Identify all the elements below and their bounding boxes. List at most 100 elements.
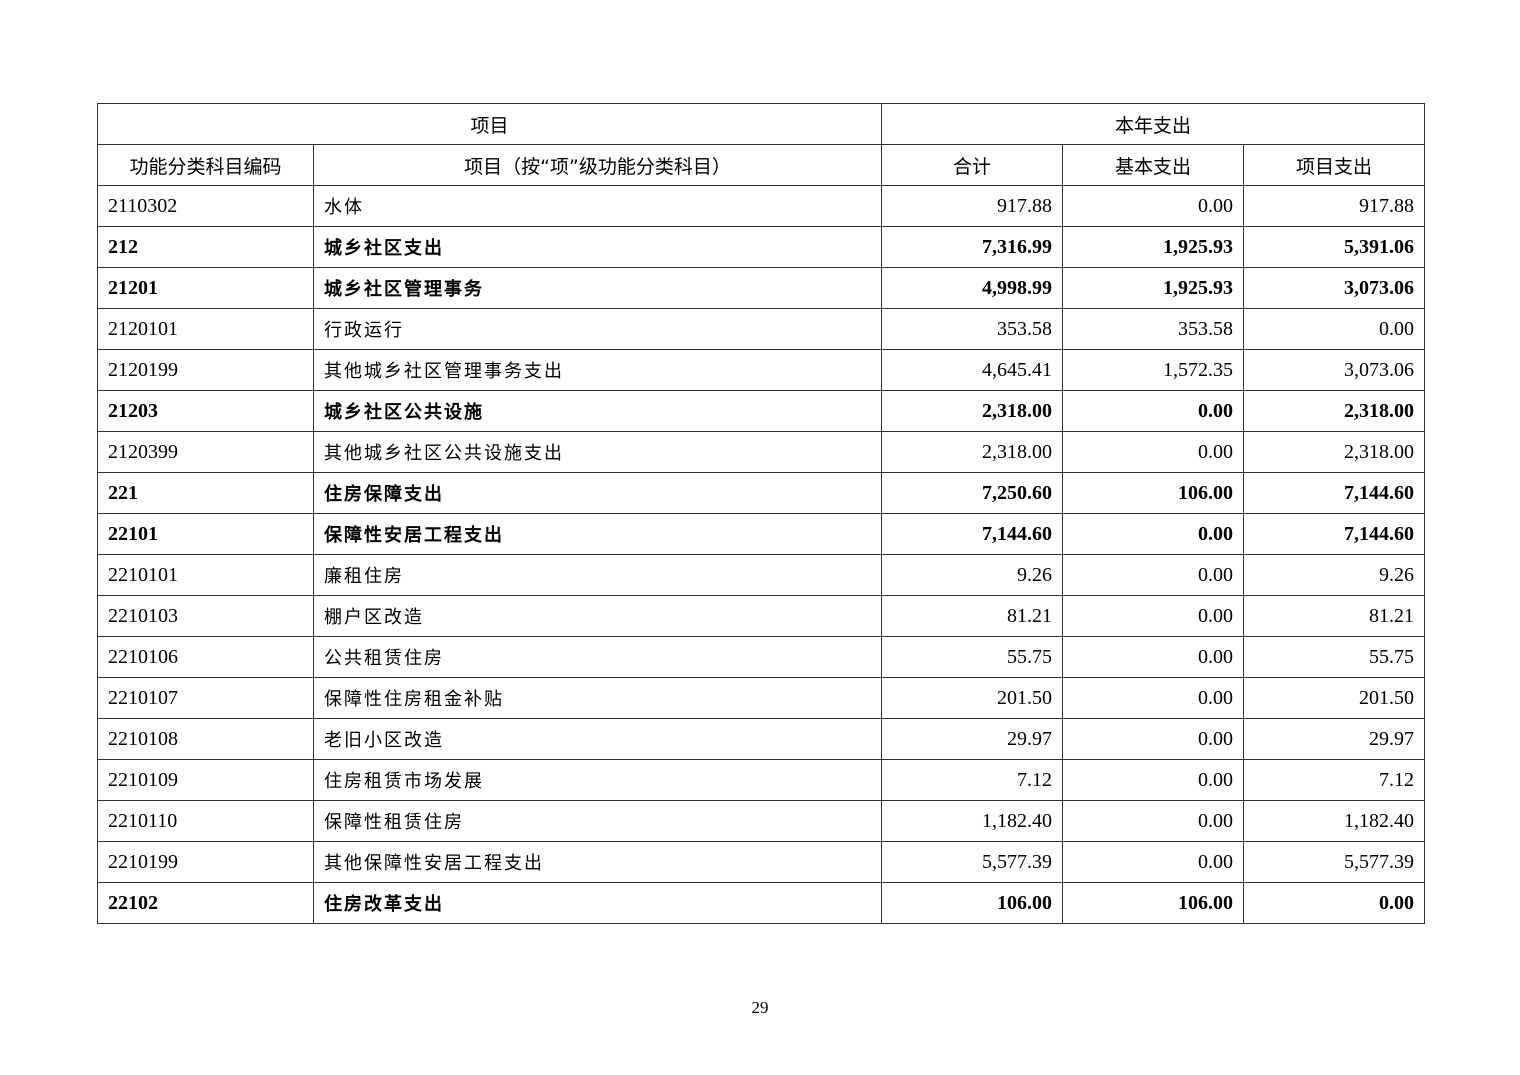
cell-total: 55.75 xyxy=(881,636,1064,678)
cell-basic: 106.00 xyxy=(1062,882,1245,924)
cell-basic: 0.00 xyxy=(1062,431,1245,473)
header-total: 合计 xyxy=(881,144,1064,186)
cell-project: 0.00 xyxy=(1243,308,1426,350)
cell-code: 212 xyxy=(97,226,314,268)
cell-name: 老旧小区改造 xyxy=(312,718,883,760)
cell-project: 7,144.60 xyxy=(1243,472,1426,514)
cell-project: 7,144.60 xyxy=(1243,513,1426,555)
cell-total: 4,645.41 xyxy=(881,349,1064,391)
table-row: 2210101 廉租住房 9.26 0.00 9.26 xyxy=(97,554,1426,596)
cell-code: 2210199 xyxy=(97,841,314,883)
header-code: 功能分类科目编码 xyxy=(97,144,314,186)
table-row: 22101 保障性安居工程支出 7,144.60 0.00 7,144.60 xyxy=(97,513,1426,555)
header-name: 项目（按“项”级功能分类科目） xyxy=(312,144,883,186)
cell-code: 2210103 xyxy=(97,595,314,637)
cell-code: 2210108 xyxy=(97,718,314,760)
cell-name: 住房保障支出 xyxy=(312,472,883,514)
cell-code: 2110302 xyxy=(97,185,314,227)
cell-total: 9.26 xyxy=(881,554,1064,596)
table-row: 2210103 棚户区改造 81.21 0.00 81.21 xyxy=(97,595,1426,637)
cell-name: 公共租赁住房 xyxy=(312,636,883,678)
cell-basic: 106.00 xyxy=(1062,472,1245,514)
cell-total: 201.50 xyxy=(881,677,1064,719)
cell-code: 22102 xyxy=(97,882,314,924)
cell-project: 3,073.06 xyxy=(1243,349,1426,391)
cell-basic: 0.00 xyxy=(1062,390,1245,432)
cell-project: 55.75 xyxy=(1243,636,1426,678)
table-row: 2110302 水体 917.88 0.00 917.88 xyxy=(97,185,1426,227)
cell-code: 2210110 xyxy=(97,800,314,842)
cell-total: 917.88 xyxy=(881,185,1064,227)
cell-name: 其他保障性安居工程支出 xyxy=(312,841,883,883)
table-row: 2210108 老旧小区改造 29.97 0.00 29.97 xyxy=(97,718,1426,760)
cell-project: 81.21 xyxy=(1243,595,1426,637)
cell-total: 2,318.00 xyxy=(881,390,1064,432)
cell-basic: 0.00 xyxy=(1062,841,1245,883)
cell-code: 2120199 xyxy=(97,349,314,391)
cell-code: 2210109 xyxy=(97,759,314,801)
cell-code: 2120399 xyxy=(97,431,314,473)
cell-name: 行政运行 xyxy=(312,308,883,350)
cell-name: 住房改革支出 xyxy=(312,882,883,924)
cell-total: 106.00 xyxy=(881,882,1064,924)
expenditure-table: 项目 本年支出 功能分类科目编码 项目（按“项”级功能分类科目） 合计 基本支出… xyxy=(96,103,1426,924)
table-row: 221 住房保障支出 7,250.60 106.00 7,144.60 xyxy=(97,472,1426,514)
cell-code: 2120101 xyxy=(97,308,314,350)
cell-total: 5,577.39 xyxy=(881,841,1064,883)
cell-name: 水体 xyxy=(312,185,883,227)
table-row: 21203 城乡社区公共设施 2,318.00 0.00 2,318.00 xyxy=(97,390,1426,432)
table-row: 2120101 行政运行 353.58 353.58 0.00 xyxy=(97,308,1426,350)
cell-basic: 0.00 xyxy=(1062,636,1245,678)
table-row: 21201 城乡社区管理事务 4,998.99 1,925.93 3,073.06 xyxy=(97,267,1426,309)
cell-basic: 353.58 xyxy=(1062,308,1245,350)
header-project: 项目支出 xyxy=(1243,144,1426,186)
cell-project: 29.97 xyxy=(1243,718,1426,760)
table-row: 2120399 其他城乡社区公共设施支出 2,318.00 0.00 2,318.00 xyxy=(97,431,1426,473)
table-row: 2210106 公共租赁住房 55.75 0.00 55.75 xyxy=(97,636,1426,678)
table-row: 2210109 住房租赁市场发展 7.12 0.00 7.12 xyxy=(97,759,1426,801)
cell-project: 2,318.00 xyxy=(1243,390,1426,432)
cell-code: 2210101 xyxy=(97,554,314,596)
cell-name: 住房租赁市场发展 xyxy=(312,759,883,801)
cell-project: 1,182.40 xyxy=(1243,800,1426,842)
cell-basic: 0.00 xyxy=(1062,513,1245,555)
cell-basic: 0.00 xyxy=(1062,595,1245,637)
cell-total: 7,316.99 xyxy=(881,226,1064,268)
cell-total: 7.12 xyxy=(881,759,1064,801)
table-row: 212 城乡社区支出 7,316.99 1,925.93 5,391.06 xyxy=(97,226,1426,268)
cell-name: 棚户区改造 xyxy=(312,595,883,637)
cell-basic: 0.00 xyxy=(1062,185,1245,227)
cell-total: 4,998.99 xyxy=(881,267,1064,309)
cell-project: 917.88 xyxy=(1243,185,1426,227)
cell-basic: 0.00 xyxy=(1062,554,1245,596)
cell-project: 5,577.39 xyxy=(1243,841,1426,883)
cell-total: 81.21 xyxy=(881,595,1064,637)
cell-name: 城乡社区公共设施 xyxy=(312,390,883,432)
cell-basic: 0.00 xyxy=(1062,677,1245,719)
cell-project: 9.26 xyxy=(1243,554,1426,596)
table-row: 2120199 其他城乡社区管理事务支出 4,645.41 1,572.35 3,073… xyxy=(97,349,1426,391)
cell-total: 29.97 xyxy=(881,718,1064,760)
cell-code: 21201 xyxy=(97,267,314,309)
cell-name: 保障性住房租金补贴 xyxy=(312,677,883,719)
table-row: 22102 住房改革支出 106.00 106.00 0.00 xyxy=(97,882,1426,924)
header-column-row: 功能分类科目编码 项目（按“项”级功能分类科目） 合计 基本支出 项目支出 xyxy=(97,144,1426,186)
header-basic: 基本支出 xyxy=(1062,144,1245,186)
cell-basic: 0.00 xyxy=(1062,759,1245,801)
cell-name: 保障性安居工程支出 xyxy=(312,513,883,555)
cell-basic: 1,572.35 xyxy=(1062,349,1245,391)
header-item-group: 项目 xyxy=(96,103,883,145)
cell-total: 2,318.00 xyxy=(881,431,1064,473)
cell-project: 2,318.00 xyxy=(1243,431,1426,473)
header-group-row: 项目 本年支出 xyxy=(96,103,1426,145)
cell-total: 7,144.60 xyxy=(881,513,1064,555)
cell-code: 2210107 xyxy=(97,677,314,719)
cell-name: 城乡社区支出 xyxy=(312,226,883,268)
cell-project: 3,073.06 xyxy=(1243,267,1426,309)
cell-code: 221 xyxy=(97,472,314,514)
table-row: 2210199 其他保障性安居工程支出 5,577.39 0.00 5,577.39 xyxy=(97,841,1426,883)
cell-project: 5,391.06 xyxy=(1243,226,1426,268)
cell-basic: 1,925.93 xyxy=(1062,267,1245,309)
cell-name: 城乡社区管理事务 xyxy=(312,267,883,309)
cell-code: 2210106 xyxy=(97,636,314,678)
